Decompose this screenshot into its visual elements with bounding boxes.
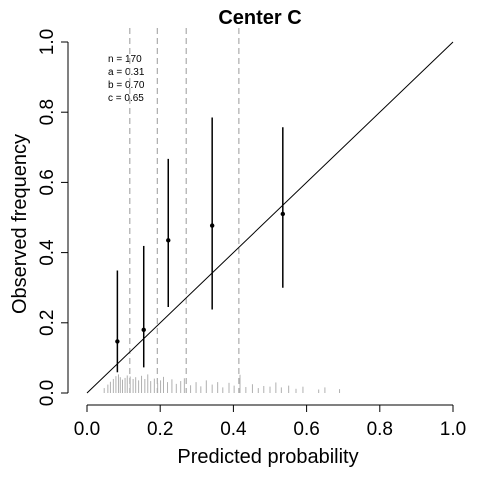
plot-area: 0.0 0.2 0.4 0.6 0.8 1.0 0.0 0.2 0.4 0.6 0.8 1.0: [37, 28, 466, 440]
x-tick-label-4: 0.8: [367, 419, 393, 440]
stats-line-n: n = 170: [108, 54, 142, 65]
x-tick-label-5: 1.0: [440, 419, 466, 440]
x-tick-label-1: 0.2: [147, 419, 173, 440]
y-tick-label-5: 1.0: [37, 29, 58, 55]
y-tick-label-3: 0.6: [37, 169, 58, 195]
x-tick-label-3: 0.6: [293, 419, 319, 440]
x-tick-label-2: 0.4: [220, 419, 247, 440]
y-tick-label-1: 0.2: [37, 310, 58, 336]
data-point-2: [166, 238, 171, 243]
stats-line-b: b = 0.70: [108, 80, 145, 91]
data-point-0: [115, 339, 120, 344]
stats-line-a: a = 0.31: [108, 67, 145, 78]
data-point-3: [209, 223, 215, 228]
y-axis-label: Observed frequency: [9, 134, 31, 314]
x-tick-label-0: 0.0: [74, 419, 100, 440]
data-point-4: [280, 211, 286, 217]
reference-diagonal-line: [86, 41, 454, 394]
x-axis-label: Predicted probability: [177, 446, 358, 468]
y-tick-label-4: 0.8: [37, 99, 58, 125]
stats-line-c: c = 0.65: [108, 93, 144, 104]
chart-title: Center C: [218, 7, 301, 29]
y-tick-label-0: 0.0: [37, 380, 58, 406]
y-tick-label-2: 0.4: [37, 239, 58, 266]
stats-annotation: n = 170 a = 0.31 b = 0.70 c = 0.65: [108, 54, 145, 104]
data-point-1: [141, 327, 146, 333]
